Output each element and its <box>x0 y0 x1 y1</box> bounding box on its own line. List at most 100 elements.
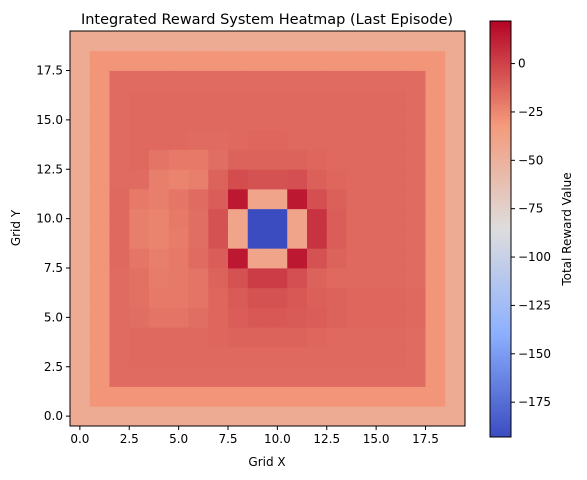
heatmap-cell <box>208 347 229 368</box>
heatmap-cell <box>307 248 328 269</box>
heatmap-cell <box>287 149 308 170</box>
colorbar-label: Total Reward Value <box>560 172 574 286</box>
heatmap-cell <box>89 50 110 71</box>
heatmap-cell <box>425 129 446 150</box>
heatmap-cell <box>149 386 170 407</box>
heatmap-cell <box>366 208 387 229</box>
heatmap-cell <box>208 149 229 170</box>
heatmap-cell <box>405 287 426 308</box>
heatmap-cell <box>247 347 268 368</box>
heatmap-cell <box>307 169 328 190</box>
heatmap-cell <box>425 110 446 131</box>
heatmap-cell <box>307 268 328 289</box>
heatmap-cell <box>326 70 347 91</box>
heatmap-cell <box>129 189 150 210</box>
heatmap-cell <box>267 208 288 229</box>
heatmap-cell <box>129 129 150 150</box>
heatmap-cell <box>445 228 466 249</box>
heatmap-cell <box>228 248 249 269</box>
heatmap-cell <box>109 287 130 308</box>
heatmap-cell <box>326 406 347 427</box>
heatmap-cell <box>149 189 170 210</box>
heatmap-cell <box>405 366 426 387</box>
heatmap-cell <box>445 287 466 308</box>
heatmap-cell <box>168 70 189 91</box>
heatmap-cell <box>228 228 249 249</box>
heatmap-cell <box>366 386 387 407</box>
heatmap-cell <box>405 129 426 150</box>
heatmap-cell <box>287 347 308 368</box>
heatmap-cell <box>287 248 308 269</box>
heatmap-cell <box>129 287 150 308</box>
heatmap-cell <box>445 248 466 269</box>
heatmap-cell <box>247 366 268 387</box>
heatmap-cell <box>228 189 249 210</box>
heatmap-cell <box>109 268 130 289</box>
colorbar-tick-label: −75 <box>518 202 543 216</box>
heatmap-cell <box>346 287 367 308</box>
heatmap-cell <box>267 90 288 111</box>
heatmap-cell <box>287 208 308 229</box>
heatmap-cell <box>287 90 308 111</box>
heatmap-cell <box>208 70 229 91</box>
chart-title: Integrated Reward System Heatmap (Last E… <box>81 12 453 28</box>
heatmap-cell <box>228 149 249 170</box>
heatmap-cell <box>346 31 367 52</box>
heatmap-cell <box>168 189 189 210</box>
heatmap-cell <box>445 307 466 328</box>
heatmap-cell <box>405 406 426 427</box>
heatmap-cell <box>247 129 268 150</box>
heatmap-cell <box>208 208 229 229</box>
heatmap-cell <box>366 31 387 52</box>
heatmap-cell <box>386 268 407 289</box>
heatmap-cell <box>70 347 91 368</box>
heatmap-cell <box>326 366 347 387</box>
heatmap-cell <box>129 366 150 387</box>
heatmap-cell <box>247 50 268 71</box>
heatmap-cell <box>445 129 466 150</box>
heatmap-cell <box>307 386 328 407</box>
heatmap-cell <box>405 307 426 328</box>
heatmap-cell <box>287 31 308 52</box>
heatmap-cell <box>346 268 367 289</box>
heatmap-cell <box>326 110 347 131</box>
x-tick-label: 12.5 <box>313 432 340 446</box>
heatmap-cell <box>89 189 110 210</box>
heatmap-cell <box>366 268 387 289</box>
heatmap-cell <box>326 347 347 368</box>
heatmap-cell <box>405 327 426 348</box>
heatmap-cell <box>366 110 387 131</box>
heatmap-cell <box>366 90 387 111</box>
heatmap-cell <box>346 228 367 249</box>
heatmap-cell <box>168 50 189 71</box>
heatmap-cell <box>228 169 249 190</box>
x-tick-label: 5.0 <box>169 432 188 446</box>
heatmap-cell <box>386 287 407 308</box>
heatmap-cell <box>89 248 110 269</box>
heatmap-cell <box>346 129 367 150</box>
heatmap-cell <box>109 208 130 229</box>
heatmap-cell <box>89 347 110 368</box>
y-axis-label: Grid Y <box>9 209 23 246</box>
heatmap-cell <box>188 307 209 328</box>
heatmap-cell <box>228 110 249 131</box>
heatmap-cell <box>129 50 150 71</box>
y-tick-label: 2.5 <box>44 360 63 374</box>
heatmap-cell <box>267 307 288 328</box>
heatmap-cell <box>326 189 347 210</box>
heatmap-cell <box>366 307 387 328</box>
heatmap-cell <box>228 129 249 150</box>
heatmap-cell <box>149 406 170 427</box>
heatmap-cell <box>366 327 387 348</box>
heatmap-cell <box>228 70 249 91</box>
heatmap-cell <box>267 268 288 289</box>
heatmap-cell <box>228 327 249 348</box>
heatmap-cell <box>386 129 407 150</box>
heatmap-cell <box>129 406 150 427</box>
heatmap-cell <box>208 268 229 289</box>
heatmap-cell <box>168 90 189 111</box>
heatmap-cell <box>386 228 407 249</box>
heatmap-cell <box>129 248 150 269</box>
heatmap-cell <box>386 50 407 71</box>
